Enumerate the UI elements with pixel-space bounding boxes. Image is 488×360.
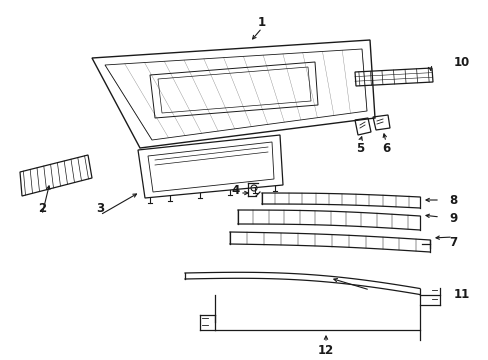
- Text: 9: 9: [448, 212, 456, 225]
- Text: 5: 5: [355, 141, 364, 154]
- Text: 3: 3: [96, 202, 104, 215]
- Text: 8: 8: [448, 194, 456, 207]
- Text: 6: 6: [381, 141, 389, 154]
- Text: 10: 10: [453, 55, 469, 68]
- Text: 11: 11: [453, 288, 469, 302]
- Text: 7: 7: [448, 235, 456, 248]
- Text: 4: 4: [231, 184, 240, 197]
- Text: 2: 2: [38, 202, 46, 215]
- Text: 12: 12: [317, 343, 333, 356]
- Text: 1: 1: [257, 15, 265, 28]
